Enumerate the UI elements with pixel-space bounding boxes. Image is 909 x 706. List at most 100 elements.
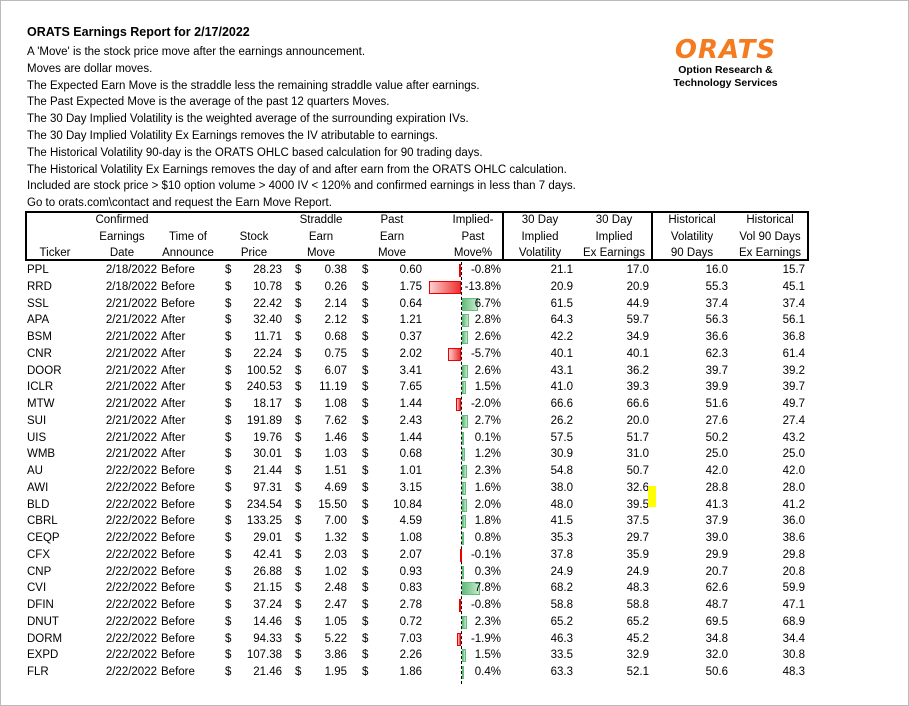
note-line: A 'Move' is the stock price move after t… — [27, 46, 366, 58]
logo-mark: ORATS — [674, 35, 777, 65]
hv90: 39.0 — [705, 532, 728, 544]
table-row: $ $ $ DNUT 2/22/2022 Before 14.46 1.05 0.72 2.3% 6… — [0, 614, 909, 631]
ticker: DFIN — [27, 599, 54, 611]
table-row: $ $ $ SSL 2/21/2022 Before 22.42 2.14 0.64 6.7% 61… — [0, 296, 909, 313]
announce-time: Before — [161, 532, 195, 544]
header-hv: Historical — [668, 214, 716, 226]
hv90-ex-earnings: 37.4 — [782, 297, 805, 310]
currency-symbol: $ — [362, 666, 369, 678]
straddle-move: 1.03 — [324, 448, 347, 461]
table-row: $ $ $ SUI 2/21/2022 After 191.89 7.62 2.43 2.7% 26… — [0, 413, 909, 430]
iv30-ex-earnings: 39.5 — [626, 498, 649, 511]
currency-symbol: $ — [295, 498, 302, 511]
past-move: 0.68 — [399, 448, 422, 461]
currency-symbol: $ — [362, 381, 369, 394]
iv30: 33.5 — [550, 649, 573, 662]
positive-bar — [462, 431, 464, 445]
note-line: The 30 Day Implied Volatility is the wei… — [27, 113, 469, 126]
stock-price: 11.71 — [254, 331, 282, 343]
announce-time: Before — [161, 498, 195, 511]
iv30-ex-earnings: 36.2 — [626, 364, 649, 377]
ticker: FLR — [27, 666, 49, 678]
past-move: 2.43 — [399, 414, 422, 427]
stock-price: 22.42 — [253, 297, 282, 310]
iv30-ex-earnings: 34.9 — [626, 331, 649, 343]
ticker: CBRL — [27, 515, 58, 528]
ticker: MTW — [27, 398, 55, 410]
stock-price: 26.88 — [253, 565, 282, 578]
announce-time: Before — [161, 565, 195, 578]
iv30-ex-earnings: 65.2 — [626, 615, 649, 628]
stock-price: 18.17 — [253, 398, 282, 410]
currency-symbol: $ — [295, 582, 302, 595]
hv90-ex-earnings: 49.7 — [782, 398, 805, 410]
iv30: 65.2 — [550, 615, 573, 628]
positive-bar — [462, 666, 464, 679]
announce-time: After — [161, 398, 186, 410]
table-row: $ $ $ WMB 2/21/2022 After 30.01 1.03 0.68 1.2% 30.… — [0, 446, 909, 463]
currency-symbol: $ — [362, 599, 369, 611]
header-date: Confirmed — [95, 214, 149, 226]
earnings-date: 2/21/2022 — [105, 398, 157, 410]
currency-symbol: $ — [225, 599, 232, 611]
ticker: DNUT — [27, 615, 59, 628]
iv30: 42.2 — [550, 331, 573, 343]
past-move: 7.03 — [399, 632, 422, 645]
earnings-date: 2/22/2022 — [105, 481, 157, 494]
orats-logo: ORATS Option Research & Technology Servi… — [668, 36, 783, 90]
header-straddle: Straddle — [299, 214, 343, 226]
currency-symbol: $ — [362, 649, 369, 662]
straddle-move: 0.75 — [324, 347, 347, 360]
announce-time: Before — [161, 481, 195, 494]
currency-symbol: $ — [295, 532, 302, 544]
stock-price: 234.54 — [246, 498, 282, 511]
stock-price: 107.38 — [246, 649, 282, 662]
positive-bar — [462, 615, 468, 629]
straddle-move: 0.38 — [324, 264, 347, 276]
hv90: 16.0 — [705, 264, 728, 276]
currency-symbol: $ — [362, 632, 369, 645]
currency-symbol: $ — [225, 398, 232, 410]
currency-symbol: $ — [225, 264, 232, 276]
implied-past-pct: 1.2% — [474, 448, 501, 461]
earnings-date: 2/22/2022 — [105, 666, 157, 678]
earnings-date: 2/22/2022 — [105, 532, 157, 544]
currency-symbol: $ — [295, 264, 302, 276]
iv30: 20.9 — [550, 280, 573, 293]
past-move: 0.64 — [399, 297, 422, 310]
table-header — [25, 211, 809, 261]
iv30-ex-earnings: 48.3 — [626, 582, 649, 595]
currency-symbol: $ — [362, 347, 369, 360]
earnings-date: 2/21/2022 — [105, 414, 157, 427]
earnings-date: 2/22/2022 — [105, 548, 157, 561]
earnings-date: 2/21/2022 — [105, 431, 157, 444]
highlight-marker — [648, 486, 656, 507]
hv90: 37.9 — [705, 515, 728, 528]
hv90-ex-earnings: 29.8 — [782, 548, 805, 561]
stock-price: 94.33 — [253, 632, 282, 645]
announce-time: Before — [161, 297, 195, 310]
hv90: 36.6 — [705, 331, 728, 343]
table-row: $ $ $ CFX 2/22/2022 Before 42.41 2.03 2.07 -0.1% 3… — [0, 547, 909, 564]
currency-symbol: $ — [225, 515, 232, 528]
hv90: 41.3 — [705, 498, 728, 511]
currency-symbol: $ — [295, 347, 302, 360]
bar-axis — [461, 262, 462, 684]
currency-symbol: $ — [362, 448, 369, 461]
announce-time: Before — [161, 632, 195, 645]
hv90: 20.7 — [705, 565, 728, 578]
positive-bar — [462, 297, 478, 311]
header-straddle: Earn — [308, 230, 334, 243]
table-row: $ $ $ DORM 2/22/2022 Before 94.33 5.22 7.03 -1.9%… — [0, 631, 909, 648]
currency-symbol: $ — [225, 381, 232, 394]
stock-price: 100.52 — [246, 364, 282, 377]
announce-time: After — [161, 314, 186, 327]
positive-bar — [462, 515, 467, 529]
iv30: 24.9 — [550, 565, 573, 578]
straddle-move: 1.05 — [324, 615, 347, 628]
hv90-ex-earnings: 48.3 — [782, 666, 805, 678]
hv90-ex-earnings: 42.0 — [782, 465, 805, 477]
currency-symbol: $ — [295, 331, 302, 343]
iv30-ex-earnings: 32.6 — [626, 481, 649, 494]
stock-price: 30.01 — [253, 448, 282, 461]
